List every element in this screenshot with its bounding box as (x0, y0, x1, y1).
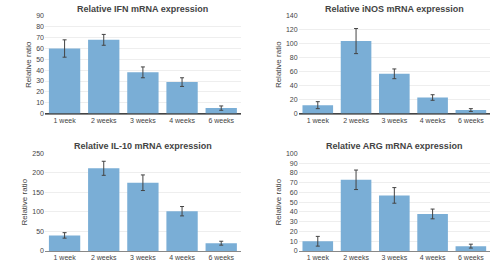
svg-text:50: 50 (36, 56, 44, 63)
svg-text:120: 120 (286, 26, 298, 33)
svg-text:1 week: 1 week (53, 254, 76, 261)
svg-text:Relative ratio: Relative ratio (24, 41, 33, 88)
svg-text:3 weeks: 3 weeks (381, 117, 407, 124)
svg-text:80: 80 (36, 23, 44, 30)
svg-text:250: 250 (32, 150, 44, 157)
svg-text:1 week: 1 week (53, 117, 76, 124)
svg-text:80: 80 (290, 54, 298, 61)
svg-text:3 weeks: 3 weeks (130, 117, 156, 124)
svg-text:30: 30 (36, 77, 44, 84)
svg-text:3 weeks: 3 weeks (381, 254, 407, 261)
svg-text:150: 150 (32, 189, 44, 196)
svg-text:200: 200 (32, 169, 44, 176)
svg-text:0: 0 (294, 247, 298, 254)
svg-text:6 weeks: 6 weeks (208, 117, 234, 124)
svg-text:60: 60 (290, 189, 298, 196)
svg-text:20: 20 (290, 228, 298, 235)
svg-text:10: 10 (290, 238, 298, 245)
svg-text:4 weeks: 4 weeks (420, 254, 446, 261)
svg-text:Relative ARG mRNA expression: Relative ARG mRNA expression (326, 141, 462, 151)
svg-text:40: 40 (36, 67, 44, 74)
svg-text:90: 90 (290, 160, 298, 167)
svg-text:Relative ratio: Relative ratio (274, 41, 283, 88)
svg-text:60: 60 (290, 68, 298, 75)
svg-text:Relative ratio: Relative ratio (20, 178, 29, 225)
svg-text:2 weeks: 2 weeks (343, 117, 369, 124)
svg-text:2 weeks: 2 weeks (91, 254, 117, 261)
svg-text:Relative iNOS mRNA expression: Relative iNOS mRNA expression (325, 4, 464, 14)
svg-text:0: 0 (40, 247, 44, 254)
svg-text:3 weeks: 3 weeks (130, 254, 156, 261)
svg-text:Relative ratio: Relative ratio (274, 178, 283, 225)
svg-text:70: 70 (290, 179, 298, 186)
svg-text:Relative IL-10 mRNA expression: Relative IL-10 mRNA expression (74, 141, 212, 151)
svg-text:6 weeks: 6 weeks (208, 254, 234, 261)
svg-text:0: 0 (40, 110, 44, 117)
svg-text:40: 40 (290, 208, 298, 215)
svg-text:100: 100 (286, 40, 298, 47)
svg-text:1 week: 1 week (307, 117, 330, 124)
svg-text:140: 140 (286, 12, 298, 19)
svg-text:100: 100 (286, 150, 298, 157)
svg-text:2 weeks: 2 weeks (91, 117, 117, 124)
svg-text:40: 40 (290, 82, 298, 89)
svg-text:80: 80 (290, 169, 298, 176)
svg-text:70: 70 (36, 34, 44, 41)
svg-text:2 weeks: 2 weeks (343, 254, 369, 261)
svg-text:10: 10 (36, 99, 44, 106)
svg-text:Relative IFN mRNA expression: Relative IFN mRNA expression (77, 4, 208, 14)
svg-text:20: 20 (290, 96, 298, 103)
svg-text:50: 50 (290, 199, 298, 206)
svg-text:6 weeks: 6 weeks (458, 117, 484, 124)
svg-text:100: 100 (32, 208, 44, 215)
svg-text:6 weeks: 6 weeks (458, 254, 484, 261)
svg-text:20: 20 (36, 88, 44, 95)
svg-text:0: 0 (294, 110, 298, 117)
svg-text:60: 60 (36, 45, 44, 52)
svg-text:90: 90 (36, 12, 44, 19)
svg-text:4 weeks: 4 weeks (420, 117, 446, 124)
svg-text:4 weeks: 4 weeks (169, 117, 195, 124)
svg-text:50: 50 (36, 228, 44, 235)
svg-text:4 weeks: 4 weeks (169, 254, 195, 261)
svg-text:30: 30 (290, 218, 298, 225)
svg-text:1 week: 1 week (307, 254, 330, 261)
